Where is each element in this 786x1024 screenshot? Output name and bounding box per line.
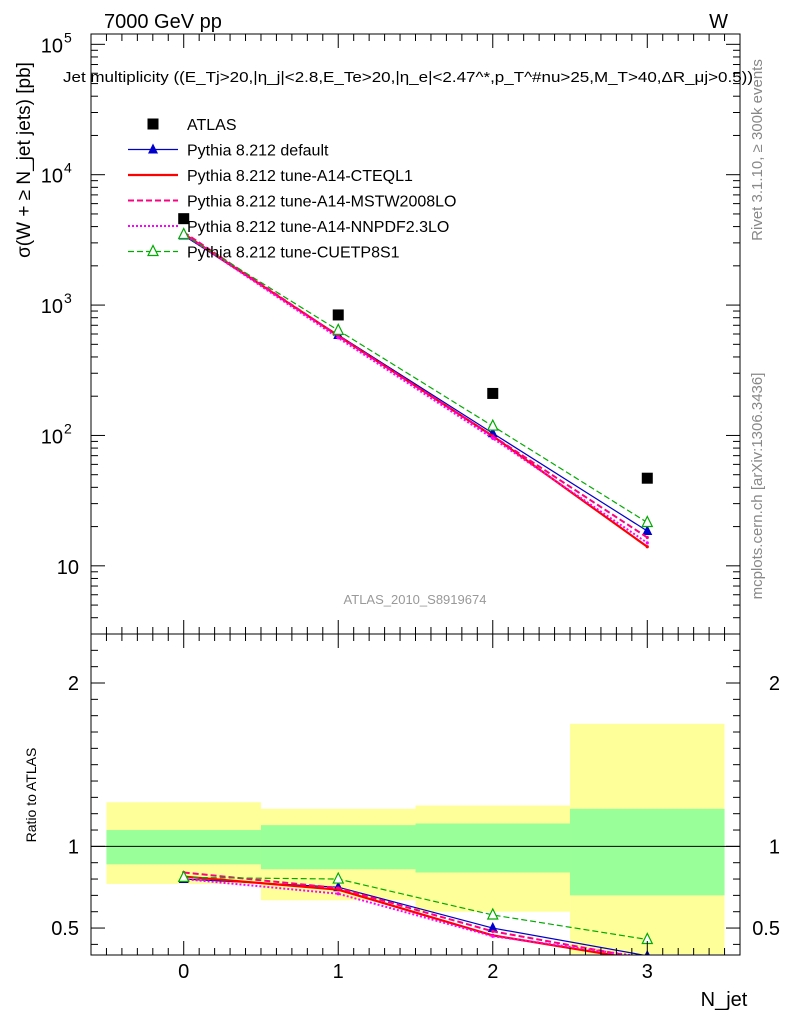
main-y-tick-label-exponent: 4	[64, 160, 72, 176]
data-point-cuetp8s1	[177, 227, 190, 240]
legend-label-cuetp8s1: Pythia 8.212 tune-CUETP8S1	[187, 245, 400, 262]
ratio-y-tick-label: 2	[68, 673, 79, 695]
main-y-tick-label: 10	[41, 35, 63, 57]
ratio-uncertainty-bands	[91, 634, 740, 955]
energy-label: 7000 GeV pp	[104, 11, 222, 33]
ratio-point-nnpdf	[646, 956, 649, 959]
data-point-cteql1	[645, 545, 649, 549]
ratio-y-tick-label-right: 0.5	[752, 918, 780, 940]
ratio-point-mstw	[336, 886, 340, 890]
data-point-cuetp8s1	[486, 418, 499, 431]
legend: ATLAS Pythia 8.212 default Pythia 8.212 tu…	[128, 117, 456, 262]
series-line-cuetp8s1	[183, 233, 648, 523]
x-tick-label: 0	[178, 961, 189, 983]
legend-label-cteql1: Pythia 8.212 tune-A14-CTEQL1	[187, 168, 413, 185]
main-y-tick-label-exponent: 3	[64, 290, 72, 306]
ratio-axes: 0.5 0.5 1 1 2 2 0 1 2 3	[51, 633, 780, 983]
main-y-tick-label-exponent: 5	[64, 29, 72, 45]
legend-label-nnpdf: Pythia 8.212 tune-A14-NNPDF2.3LO	[187, 219, 449, 236]
ratio-line-nnpdf	[183, 878, 637, 955]
main-y-tick-label: 10	[41, 166, 63, 188]
ratio-point-cuetp8s1	[332, 871, 345, 884]
data-point-default	[642, 524, 653, 535]
main-y-axis-label: σ(W + ≥ N_jet jets) [pb]	[14, 62, 35, 258]
data-point-nnpdf	[645, 541, 649, 545]
ratio-y-axis-label: Ratio to ATLAS	[23, 748, 39, 843]
ratio-point-mstw	[491, 929, 495, 933]
ratio-point-nnpdf	[491, 934, 495, 938]
ratio-band-inner	[260, 825, 416, 870]
legend-marker-atlas	[147, 118, 159, 130]
ratio-point-default	[487, 922, 498, 933]
x-axis-label: N_jet	[701, 989, 748, 1011]
data-point-cuetp8s1	[641, 515, 654, 528]
legend-marker-default	[148, 143, 158, 154]
main-y-tick-label: 10	[57, 557, 79, 579]
ratio-line-cuetp8s1	[183, 876, 648, 941]
data-point-atlas	[641, 472, 653, 484]
data-point-nnpdf	[336, 336, 340, 340]
data-point-atlas	[178, 213, 190, 225]
ratio-y-tick-label: 0.5	[51, 918, 79, 940]
ratio-band-inner	[570, 808, 725, 896]
legend-label-atlas: ATLAS	[187, 117, 237, 134]
x-tick-label: 1	[333, 961, 344, 983]
ratio-y-tick-label: 1	[68, 836, 79, 858]
process-label: W	[709, 11, 728, 33]
data-point-cuetp8s1	[332, 323, 345, 335]
ratio-band-inner	[106, 830, 261, 865]
main-y-tick-label: 10	[41, 426, 63, 448]
main-y-tick-label: 10	[41, 296, 63, 318]
x-tick-label: 2	[487, 961, 498, 983]
mcplots-label: mcplots.cern.ch [arXiv:1306.3436]	[749, 373, 766, 600]
legend-label-default: Pythia 8.212 default	[187, 143, 329, 160]
main-title: Jet multiplicity ((E_Tj>20,|η_j|<2.8,E_T…	[63, 69, 753, 86]
data-point-nnpdf	[491, 436, 495, 440]
ratio-y-tick-label-right: 2	[769, 673, 780, 695]
ratio-band-inner	[415, 823, 571, 873]
series-line-mstw	[183, 231, 648, 539]
ratio-line-mstw	[183, 871, 631, 955]
data-point-atlas	[332, 309, 344, 321]
x-tick-label: 3	[642, 961, 653, 983]
ratio-point-cuetp8s1	[177, 870, 190, 883]
main-y-tick-label-exponent: 2	[64, 420, 72, 436]
rivet-label: Rivet 3.1.10, ≥ 300k events	[749, 59, 766, 241]
legend-label-mstw: Pythia 8.212 tune-A14-MSTW2008LO	[187, 194, 456, 211]
main-series-group	[177, 213, 654, 549]
ratio-point-cuetp8s1	[486, 907, 499, 920]
series-line-nnpdf	[183, 233, 648, 544]
analysis-label: ATLAS_2010_S8919674	[344, 592, 487, 607]
data-point-mstw	[645, 535, 649, 540]
ratio-y-tick-label-right: 1	[769, 836, 780, 858]
series-line-cteql1	[183, 232, 648, 548]
data-point-atlas	[487, 387, 499, 399]
ratio-point-nnpdf	[336, 892, 340, 896]
legend-marker-cuetp8s1	[147, 244, 159, 257]
